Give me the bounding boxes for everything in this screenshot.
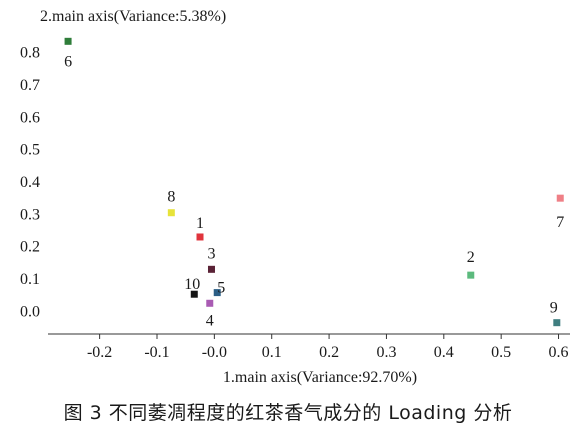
x-tick-label: 0.1 xyxy=(262,344,282,361)
data-point-1 xyxy=(196,233,204,241)
y-tick-label: 0.7 xyxy=(20,77,40,94)
x-tick-label: -0.0 xyxy=(202,344,227,361)
point-label-5: 5 xyxy=(217,280,225,297)
x-tick-label: 0.4 xyxy=(434,344,454,361)
point-label-9: 9 xyxy=(550,300,558,317)
y-tick-label: 0.6 xyxy=(20,109,40,126)
data-point-9 xyxy=(553,319,561,327)
figure-caption: 图 3 不同萎凋程度的红茶香气成分的 Loading 分析 xyxy=(63,402,513,424)
point-label-7: 7 xyxy=(556,214,564,231)
data-point-7 xyxy=(556,194,564,202)
y-tick-label: 0.0 xyxy=(20,303,40,320)
point-label-8: 8 xyxy=(167,189,175,206)
data-point-10 xyxy=(190,290,198,298)
point-label-1: 1 xyxy=(196,215,204,232)
y-tick-label: 0.5 xyxy=(20,142,40,159)
data-point-6 xyxy=(64,37,72,45)
data-point-3 xyxy=(207,265,215,273)
y-tick-label: 0.4 xyxy=(20,174,40,191)
data-point-4 xyxy=(206,299,214,307)
y-tick-label: 0.1 xyxy=(20,271,40,288)
point-label-3: 3 xyxy=(207,245,215,262)
data-point-2 xyxy=(467,271,475,279)
y-axis-ticks: 0.0 0.1 0.2 0.3 0.4 0.5 0.6 0.7 0.8 xyxy=(20,45,40,321)
y-axis-label: 2.main axis(Variance:5.38%) xyxy=(40,8,226,25)
point-label-10: 10 xyxy=(184,276,200,293)
x-tick-label: 0.2 xyxy=(319,344,339,361)
point-label-6: 6 xyxy=(64,53,72,70)
data-point-8 xyxy=(167,209,175,217)
x-tick-label: 0.6 xyxy=(549,344,569,361)
point-label-2: 2 xyxy=(467,249,475,266)
x-tick-label: -0.1 xyxy=(144,344,169,361)
y-tick-label: 0.2 xyxy=(20,239,40,256)
x-axis-label: 1.main axis(Variance:92.70%) xyxy=(223,369,417,386)
y-tick-label: 0.3 xyxy=(20,206,40,223)
x-tick-label: 0.5 xyxy=(491,344,511,361)
point-label-4: 4 xyxy=(206,312,214,329)
x-tick-label: 0.3 xyxy=(376,344,396,361)
data-point-5 xyxy=(213,289,221,297)
x-axis-ticks: -0.2 -0.1 -0.0 0.1 0.2 0.3 0.4 0.5 0.6 xyxy=(87,334,569,361)
data-points: 1 2 3 45 6 7 8 9 10 xyxy=(64,37,564,329)
y-tick-label: 0.8 xyxy=(20,45,40,62)
x-tick-label: -0.2 xyxy=(87,344,112,361)
